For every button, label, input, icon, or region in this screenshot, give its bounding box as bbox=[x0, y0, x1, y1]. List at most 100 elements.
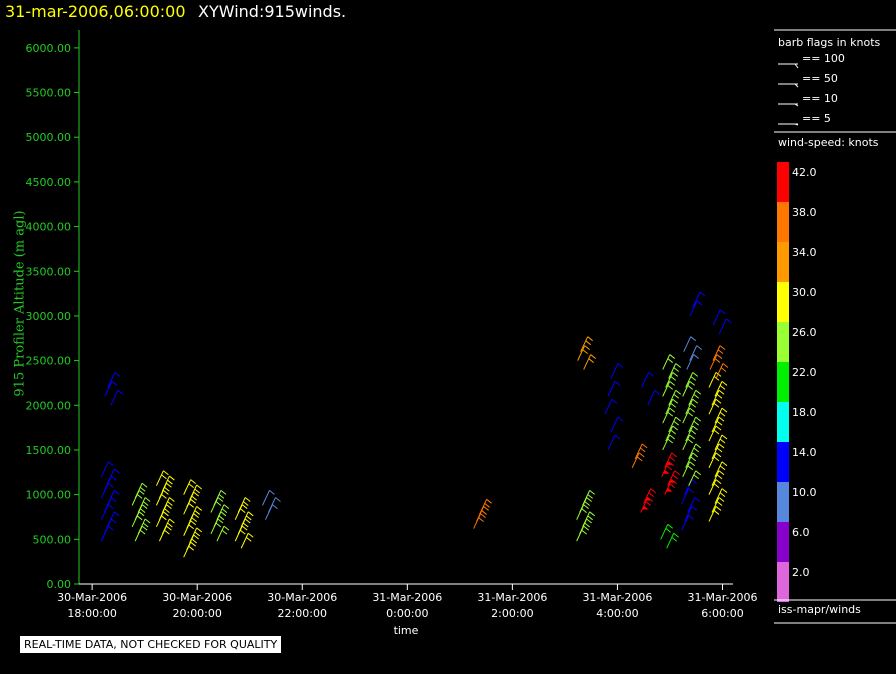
wind-barb-staff bbox=[686, 354, 695, 370]
colorbar-swatch bbox=[777, 442, 789, 482]
wind-barb-staff bbox=[715, 363, 724, 379]
wind-barb-flag bbox=[718, 497, 725, 502]
colorbar-label: 34.0 bbox=[792, 246, 817, 259]
wind-barb-flag bbox=[144, 518, 151, 524]
wind-barb-flag bbox=[654, 389, 661, 395]
wind-barb-flag bbox=[688, 514, 695, 520]
wind-barb-staff bbox=[665, 425, 674, 442]
wind-barb-flag bbox=[715, 506, 722, 511]
wind-barb-flag bbox=[715, 452, 722, 458]
wind-barb-staff bbox=[604, 399, 613, 415]
wind-barb-staff bbox=[714, 381, 723, 397]
wind-barb-flag bbox=[639, 447, 646, 453]
wind-barb-flag bbox=[161, 515, 167, 521]
wind-barb-flag bbox=[193, 534, 199, 540]
wind-barb-staff bbox=[681, 488, 690, 504]
wind-barbs bbox=[100, 291, 732, 558]
wind-barb-flag bbox=[484, 502, 490, 508]
wind-barb-flag bbox=[722, 363, 729, 368]
wind-barb-pennant bbox=[665, 487, 673, 492]
colorbar-swatch bbox=[777, 482, 789, 522]
wind-barb-flag bbox=[719, 438, 726, 444]
wind-barb-flag bbox=[715, 398, 722, 404]
wind-barb-flag bbox=[221, 508, 228, 514]
wind-barb-flag bbox=[645, 501, 652, 506]
wind-barb-staff bbox=[134, 483, 143, 499]
wind-barb-staff bbox=[607, 381, 616, 397]
wind-barb-staff bbox=[714, 407, 723, 424]
wind-barb-flag bbox=[480, 513, 486, 518]
wind-barb-flag bbox=[696, 345, 703, 351]
wind-barb-flag bbox=[717, 349, 724, 355]
wind-barb-staff bbox=[708, 372, 717, 388]
speed-legend-title: wind-speed: knots bbox=[778, 136, 879, 149]
wind-barb-flag bbox=[692, 425, 699, 431]
wind-barb-flag bbox=[139, 508, 146, 514]
wind-barb-flag bbox=[667, 411, 674, 417]
wind-barb-flag bbox=[196, 506, 202, 511]
wind-barb-flag bbox=[719, 345, 726, 351]
y-tick-label: 3500.00 bbox=[26, 265, 72, 278]
wind-barb-flag bbox=[188, 483, 194, 489]
wind-barb-flag bbox=[193, 491, 199, 497]
wind-barb-flag bbox=[674, 470, 681, 476]
wind-barb-flag bbox=[110, 475, 117, 481]
wind-barb-flag bbox=[673, 367, 680, 372]
wind-barb-flag bbox=[221, 529, 228, 535]
wind-barb-flag bbox=[107, 482, 114, 488]
wind-barb-flag bbox=[713, 429, 720, 435]
wind-barb-staff bbox=[137, 497, 146, 513]
colorbar-swatch bbox=[777, 322, 789, 362]
wind-barb-flag bbox=[638, 452, 645, 458]
wind-barb-flag bbox=[141, 482, 148, 488]
wind-barb-staff bbox=[709, 354, 718, 370]
wind-barb-staff bbox=[161, 497, 170, 513]
wind-barb-flag bbox=[695, 389, 702, 395]
wind-barb-flag bbox=[721, 488, 728, 493]
wind-barb-flag bbox=[671, 452, 678, 458]
wind-barb-staff bbox=[687, 497, 696, 513]
wind-barb-staff bbox=[479, 499, 488, 515]
wind-barb-flag bbox=[111, 380, 118, 386]
wind-barb-flag bbox=[169, 475, 175, 481]
colorbar-label: 10.0 bbox=[792, 486, 817, 499]
wind-barb-flag bbox=[239, 508, 246, 514]
wind-barb-staff bbox=[718, 318, 727, 335]
wind-barb-flag bbox=[666, 465, 673, 471]
wind-barb-staff bbox=[711, 497, 720, 513]
wind-barb-flag bbox=[215, 522, 222, 528]
wind-barb-flag bbox=[590, 354, 596, 359]
legend: barb flags in knots == 100 == 50 == 10 == 5 w… bbox=[774, 29, 896, 624]
barb-legend-label: == 5 bbox=[802, 112, 831, 125]
wind-barb-staff bbox=[183, 479, 192, 495]
y-tick-label: 0.00 bbox=[47, 578, 72, 591]
barb-legend-title: barb flags in knots bbox=[778, 36, 881, 49]
wind-barb-flag bbox=[672, 372, 679, 377]
wind-barb-flag bbox=[716, 354, 723, 359]
wind-barb-flag bbox=[272, 504, 278, 510]
wind-barb-flag bbox=[669, 380, 676, 386]
wind-barb-flag bbox=[581, 529, 587, 535]
wind-barb-staff bbox=[216, 525, 225, 542]
wind-barb-flag bbox=[669, 483, 676, 489]
wind-barb-flag bbox=[167, 479, 173, 485]
wind-barb-staff bbox=[711, 390, 720, 406]
x-tick-time: 22:00:00 bbox=[278, 607, 327, 620]
wind-barb-flag bbox=[139, 486, 146, 492]
wind-barb-flag bbox=[687, 411, 694, 417]
wind-barb-flag bbox=[696, 300, 703, 306]
wind-barb-flag bbox=[141, 525, 148, 531]
wind-barb-flag bbox=[721, 461, 728, 467]
chart-title-product: XYWind:915winds. bbox=[198, 2, 347, 21]
wind-barb-flag bbox=[669, 456, 676, 462]
wind-barb-staff bbox=[708, 506, 717, 522]
wind-barb-flag bbox=[689, 407, 696, 413]
wind-barb-flag bbox=[188, 524, 194, 530]
wind-barb-staff bbox=[106, 468, 115, 485]
y-tick-label: 6000.00 bbox=[26, 42, 72, 55]
wind-barb-flag bbox=[690, 376, 697, 381]
wind-barb-staff bbox=[664, 452, 673, 469]
wind-barb-flag bbox=[713, 456, 720, 462]
wind-barb-staff bbox=[213, 490, 222, 506]
wind-barb-flag bbox=[215, 501, 222, 506]
